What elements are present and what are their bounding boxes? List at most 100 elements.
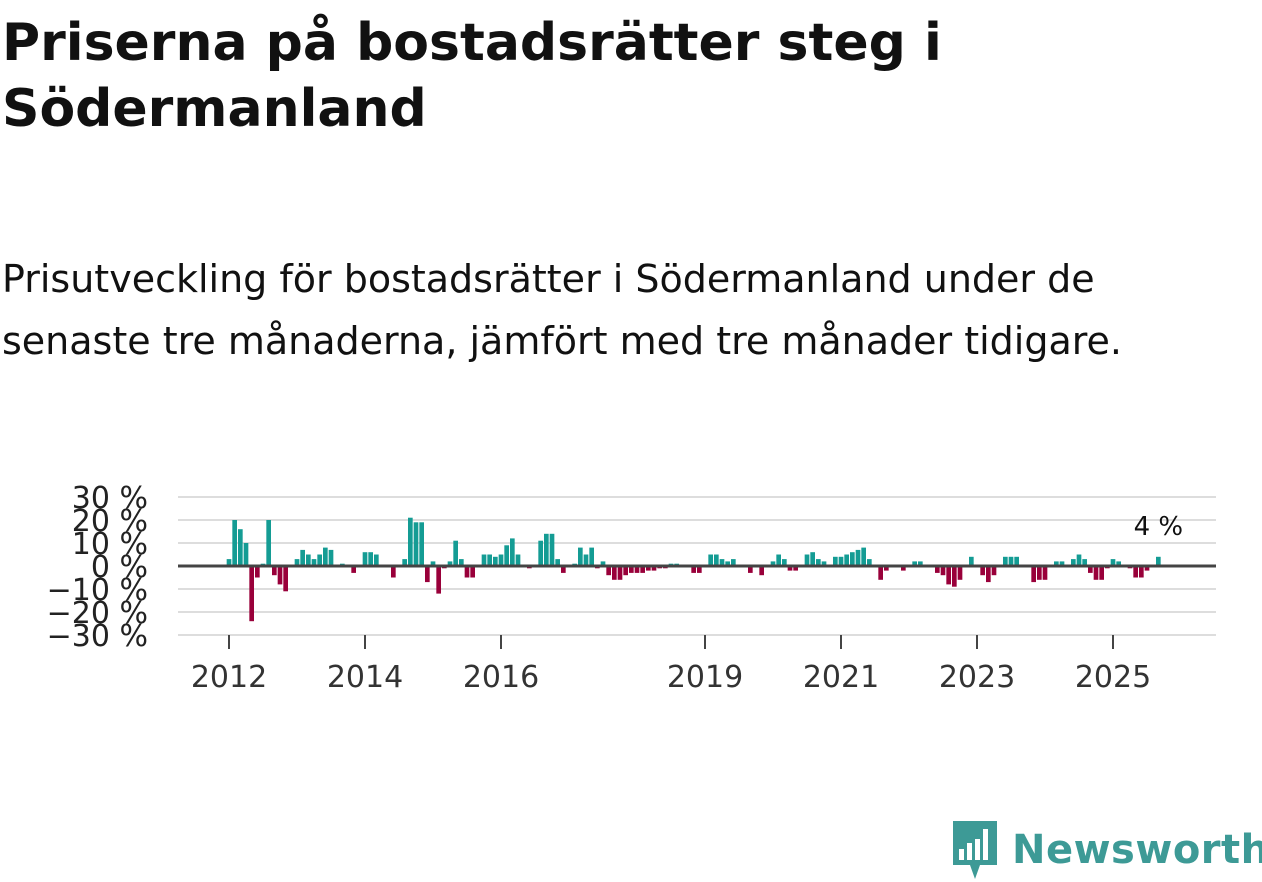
bar bbox=[1116, 561, 1121, 566]
y-tick-label: 0 % bbox=[91, 550, 148, 585]
bar bbox=[861, 547, 866, 566]
bar bbox=[351, 566, 356, 573]
bar bbox=[453, 540, 458, 566]
bar bbox=[986, 566, 991, 583]
bar bbox=[1031, 566, 1036, 583]
bar bbox=[1054, 561, 1059, 566]
bar bbox=[850, 552, 855, 566]
bar bbox=[1093, 566, 1099, 580]
bar bbox=[583, 554, 589, 566]
newsworthy-logo: Newsworthy bbox=[950, 818, 1262, 882]
bar bbox=[821, 561, 827, 566]
bar bbox=[816, 559, 821, 566]
bar bbox=[725, 561, 730, 566]
bar bbox=[510, 538, 515, 566]
chart-subtitle: Prisutveckling för bostadsrätter i Söder… bbox=[2, 257, 1122, 363]
chart-title: Priserna på bostadsrätter steg i Söderma… bbox=[2, 13, 942, 139]
bar bbox=[544, 533, 549, 566]
bar bbox=[935, 566, 940, 573]
bar bbox=[447, 561, 453, 566]
bar bbox=[368, 552, 373, 566]
bar bbox=[555, 559, 560, 566]
bar bbox=[1110, 559, 1116, 566]
bar bbox=[226, 559, 232, 566]
bar bbox=[317, 554, 322, 566]
bar bbox=[323, 547, 328, 566]
bar bbox=[238, 529, 243, 566]
bar bbox=[1037, 566, 1042, 580]
bar bbox=[952, 566, 957, 587]
bar bbox=[1099, 566, 1104, 580]
bar bbox=[691, 566, 696, 573]
bar bbox=[646, 566, 651, 571]
bar bbox=[374, 554, 379, 566]
bar bbox=[884, 566, 889, 571]
bar bbox=[232, 520, 237, 566]
bar bbox=[731, 559, 736, 566]
x-tick-label: 2012 bbox=[191, 660, 267, 695]
bar bbox=[940, 566, 946, 576]
bar bbox=[838, 556, 844, 566]
bar bbox=[419, 522, 424, 566]
bar bbox=[918, 561, 923, 566]
bar bbox=[249, 566, 254, 622]
bar bbox=[957, 566, 963, 580]
bar bbox=[408, 517, 413, 566]
bar bbox=[1082, 559, 1087, 566]
x-tick-label: 2025 bbox=[1075, 660, 1151, 695]
bar bbox=[300, 549, 305, 566]
bar bbox=[804, 554, 810, 566]
x-axis: 2012 2014 2016 2019 2021 2023 2025 bbox=[191, 635, 1151, 695]
bar bbox=[1133, 566, 1138, 578]
bar bbox=[481, 554, 487, 566]
bar bbox=[277, 566, 283, 585]
bar bbox=[498, 554, 504, 566]
bar bbox=[425, 566, 430, 583]
x-tick-label: 2014 bbox=[327, 660, 403, 695]
bar bbox=[413, 522, 419, 566]
y-tick-label: −10 % bbox=[47, 573, 148, 608]
bar bbox=[600, 561, 606, 566]
bar bbox=[612, 566, 617, 580]
bar bbox=[402, 559, 407, 566]
bar bbox=[311, 559, 317, 566]
bar bbox=[1014, 556, 1019, 566]
bar bbox=[589, 547, 594, 566]
bar bbox=[651, 566, 657, 571]
bar bbox=[1059, 561, 1065, 566]
bar bbox=[1139, 566, 1144, 578]
bar bbox=[878, 566, 883, 580]
bar bbox=[515, 554, 521, 566]
bar bbox=[901, 566, 906, 571]
bar bbox=[787, 566, 793, 571]
bar bbox=[362, 552, 368, 566]
bar bbox=[867, 559, 872, 566]
y-tick-label: 10 % bbox=[72, 527, 148, 562]
bar bbox=[708, 554, 713, 566]
bar bbox=[759, 566, 764, 576]
bar bbox=[719, 559, 725, 566]
bar bbox=[561, 566, 566, 573]
bar bbox=[294, 559, 300, 566]
bar bbox=[640, 566, 645, 573]
bar bbox=[391, 566, 396, 578]
bar bbox=[793, 566, 798, 571]
bar bbox=[833, 556, 838, 566]
bar bbox=[243, 543, 249, 566]
bar bbox=[912, 561, 917, 566]
bar bbox=[991, 566, 997, 576]
bar bbox=[266, 520, 271, 566]
bar bbox=[255, 566, 260, 578]
bar bbox=[464, 566, 470, 578]
x-tick-label: 2021 bbox=[803, 660, 879, 695]
bar bbox=[1071, 559, 1076, 566]
bar bbox=[629, 566, 634, 573]
bar bbox=[844, 554, 849, 566]
bar bbox=[306, 554, 311, 566]
bar bbox=[283, 566, 288, 592]
bar bbox=[538, 540, 543, 566]
bar bbox=[1088, 566, 1093, 573]
bar bbox=[617, 566, 623, 580]
y-tick-label: −30 % bbox=[47, 619, 148, 654]
bar bbox=[714, 554, 719, 566]
